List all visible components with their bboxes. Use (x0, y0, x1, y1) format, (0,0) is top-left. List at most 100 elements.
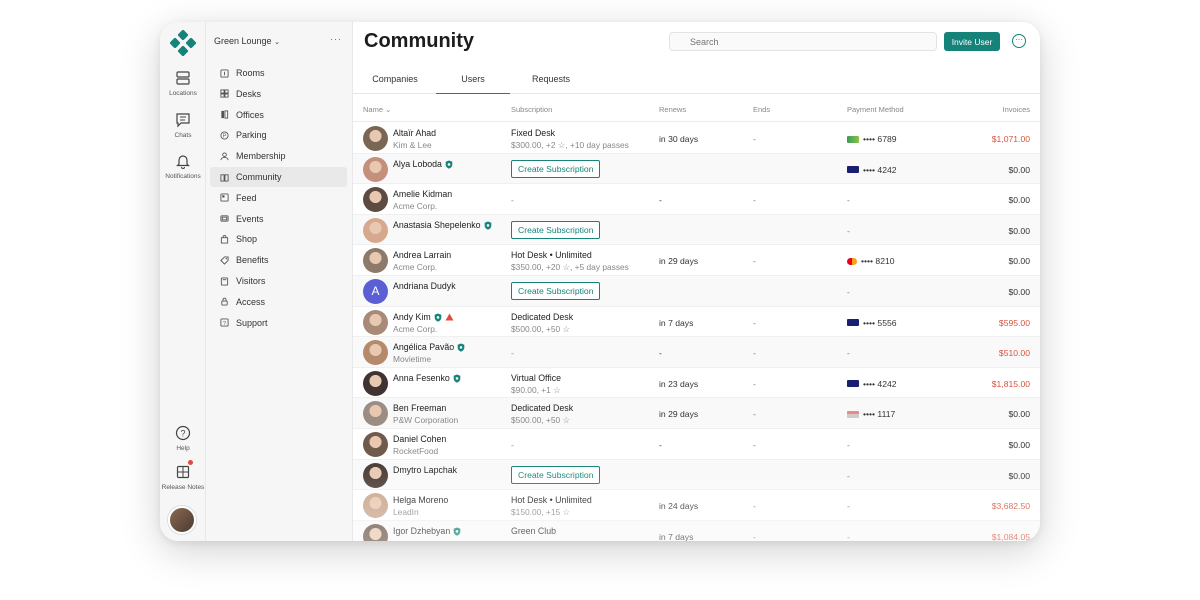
invoice-amount[interactable]: $0.00 (1008, 470, 1030, 481)
rail-release-notes[interactable]: Release Notes (160, 464, 206, 491)
more-options-icon[interactable]: ··· (1012, 34, 1026, 48)
table-row[interactable]: Daniel Cohen RocketFood - - - - $0.00 (353, 429, 1040, 460)
col-renews: Renews (659, 105, 687, 114)
table-row[interactable]: Anastasia Shepelenko Create Subscription -… (353, 214, 1040, 246)
payment-method: •••• 1117 (847, 409, 895, 419)
visitors-icon (220, 276, 229, 286)
table-row[interactable]: Ben Freeman P&W Corporation Dedicated Desk… (353, 398, 1040, 429)
sidebar-item-parking[interactable]: P Parking (210, 125, 347, 145)
payment-method: - (847, 287, 850, 297)
benefits-icon (220, 256, 229, 265)
user-name[interactable]: Igor Dzhebyan (393, 526, 461, 536)
user-name-text: Daniel Cohen (393, 433, 447, 444)
table-row[interactable]: Dmytro Lapchak Create Subscription - $0.00 (353, 459, 1040, 491)
card-number: •••• 8210 (861, 256, 895, 267)
invoice-amount[interactable]: $0.00 (1008, 225, 1030, 236)
workspace-more-icon[interactable]: ··· (330, 34, 342, 44)
user-name[interactable]: Anastasia Shepelenko (393, 220, 492, 230)
user-name[interactable]: Helga Moreno (393, 495, 448, 505)
sidebar-item-support[interactable]: ? Support (210, 313, 347, 333)
invoice-amount[interactable]: $0.00 (1008, 439, 1030, 450)
warning-icon (445, 313, 454, 321)
user-name[interactable]: Angélica Pavão (393, 342, 465, 352)
subscription-plan: Hot Desk • Unlimited (511, 250, 592, 261)
table-row[interactable]: Andrea Larrain Acme Corp. Hot Desk • Unlim… (353, 245, 1040, 276)
current-user-avatar[interactable] (168, 506, 196, 534)
create-subscription-button[interactable]: Create Subscription (511, 220, 601, 239)
invoice-amount[interactable]: $0.00 (1008, 286, 1030, 297)
invoice-amount[interactable]: $1,084.05 (991, 531, 1030, 541)
sidebar-item-community[interactable]: Community (210, 167, 347, 187)
invoice-amount[interactable]: $3,682.50 (991, 501, 1030, 512)
rail-chats[interactable]: Chats (160, 112, 206, 139)
table-row[interactable]: A Andriana Dudyk Create Subscription - $0.00 (353, 275, 1040, 307)
company-name: P&W Corporation (393, 415, 459, 426)
table-row[interactable]: Angélica Pavão Movietime - - - - $510.00 (353, 337, 1040, 368)
renews-cell: - (659, 195, 662, 206)
sidebar-item-feed[interactable]: Feed (210, 188, 347, 208)
sidebar-item-offices[interactable]: Offices (210, 105, 347, 125)
invoice-amount[interactable]: $0.00 (1008, 409, 1030, 420)
payment-method: •••• 4242 (847, 379, 897, 389)
table-row[interactable]: Altaïr Ahad Kim & Lee Fixed Desk $300.00, +… (353, 123, 1040, 154)
user-name[interactable]: Andriana Dudyk (393, 281, 456, 291)
sidebar-item-events[interactable]: Events (210, 209, 347, 229)
sidebar-item-visitors[interactable]: Visitors (210, 271, 347, 291)
visa-card-icon (847, 319, 859, 327)
user-name-text: Andrea Larrain (393, 250, 452, 261)
avatar (363, 401, 388, 427)
search-input[interactable] (669, 32, 937, 51)
table-row[interactable]: Amelie Kidman Acme Corp. - - - - $0.00 (353, 184, 1040, 215)
user-name[interactable]: Altaïr Ahad (393, 128, 436, 138)
create-subscription-button[interactable]: Create Subscription (511, 281, 601, 300)
invoice-amount[interactable]: $0.00 (1008, 195, 1030, 206)
sidebar-item-desks[interactable]: Desks (210, 84, 347, 104)
sidebar-item-benefits[interactable]: Benefits (210, 250, 347, 270)
table-row[interactable]: Andy Kim Acme Corp. Dedicated Desk $500.00,… (353, 307, 1040, 338)
user-name[interactable]: Alya Loboda (393, 159, 453, 169)
workspace-selector[interactable]: Green Lounge ⌄ (214, 36, 280, 46)
user-name[interactable]: Dmytro Lapchak (393, 465, 457, 475)
ends-cell: - (753, 439, 756, 450)
user-name[interactable]: Amelie Kidman (393, 189, 452, 199)
user-name-text: Alya Loboda (393, 158, 442, 169)
tab-companies[interactable]: Companies (372, 74, 418, 84)
tab-users[interactable]: Users (436, 68, 510, 94)
company-name: Acme Corp. (393, 201, 438, 212)
table-row[interactable]: Anna Fesenko Virtual Office $90.00, +1 ☆ in… (353, 368, 1040, 399)
user-name[interactable]: Andy Kim (393, 312, 454, 322)
avatar (363, 248, 388, 274)
subscription-detail: $350.00, +20 ☆, +5 day passes (511, 262, 629, 273)
create-subscription-button[interactable]: Create Subscription (511, 465, 601, 484)
user-name[interactable]: Ben Freeman (393, 403, 446, 413)
avatar (363, 462, 388, 488)
table-row[interactable]: Igor Dzhebyan Green Club in 7 days - - $1,084… (353, 520, 1040, 541)
invoice-amount[interactable]: $1,815.00 (991, 378, 1030, 389)
rail-locations[interactable]: Locations (160, 70, 206, 97)
user-name[interactable]: Anna Fesenko (393, 373, 461, 383)
user-name[interactable]: Andrea Larrain (393, 250, 451, 260)
user-name[interactable]: Daniel Cohen (393, 434, 446, 444)
invite-user-button[interactable]: Invite User (944, 32, 1000, 51)
payment-method: •••• 4242 (847, 165, 897, 175)
invoice-amount[interactable]: $510.00 (998, 348, 1030, 359)
invoice-amount[interactable]: $1,071.00 (991, 134, 1030, 144)
logo-icon[interactable] (170, 30, 196, 56)
table-row[interactable]: Alya Loboda Create Subscription •••• 4242 $… (353, 153, 1040, 185)
sidebar-item-access[interactable]: Access (210, 292, 347, 312)
rail-notifications[interactable]: Notifications (160, 153, 206, 180)
table-row[interactable]: Helga Moreno LeadIn Hot Desk • Unlimited $1… (353, 490, 1040, 521)
rail-help[interactable]: ? Help (160, 425, 206, 452)
sidebar-item-shop[interactable]: Shop (210, 229, 347, 249)
tab-requests[interactable]: Requests (531, 74, 571, 84)
create-subscription-button[interactable]: Create Subscription (511, 159, 601, 178)
sidebar-item-membership[interactable]: Membership (210, 146, 347, 166)
invoice-amount[interactable]: $0.00 (1008, 164, 1030, 175)
invoice-amount[interactable]: $0.00 (1008, 256, 1030, 267)
col-name[interactable]: Name ⌄ (363, 105, 392, 114)
invoice-amount[interactable]: $595.00 (998, 317, 1030, 328)
renews-cell: in 30 days (659, 134, 699, 144)
sidebar-item-rooms[interactable]: Rooms (210, 63, 347, 83)
avatar (363, 126, 388, 151)
card-number: •••• 1117 (863, 409, 896, 420)
